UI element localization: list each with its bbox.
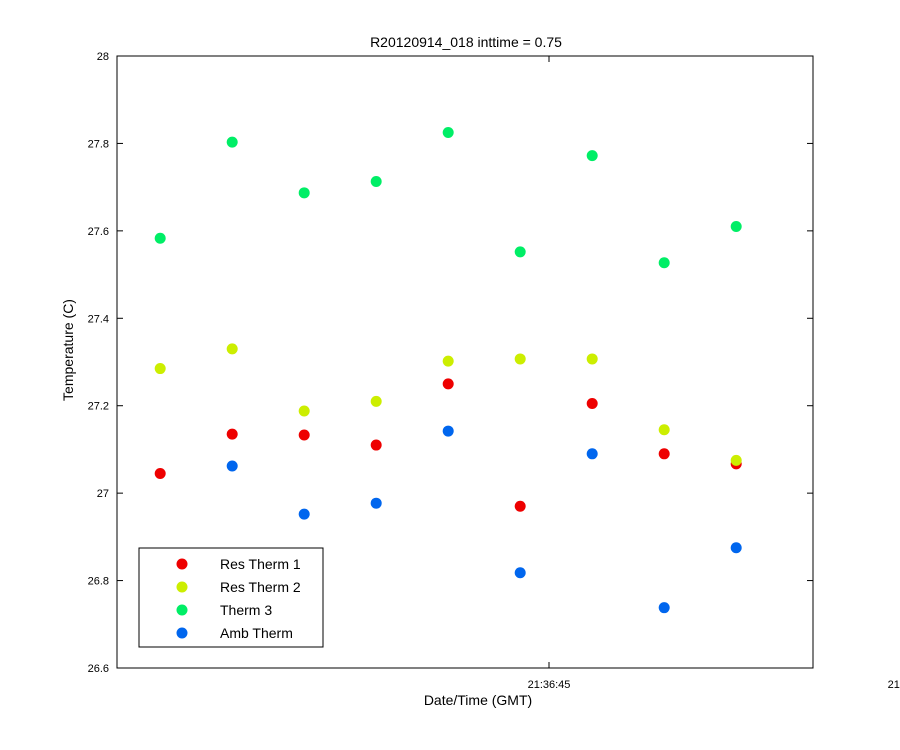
data-point-res-therm-1 (586, 398, 598, 410)
y-tick-label: 27 (97, 488, 109, 500)
y-tick-label: 26.6 (88, 663, 109, 675)
data-point-therm-3 (154, 232, 166, 244)
data-point-res-therm-1 (514, 500, 526, 512)
data-point-res-therm-2 (298, 405, 310, 417)
data-point-amb-therm (586, 448, 598, 460)
data-point-therm-3 (298, 187, 310, 199)
data-point-therm-3 (370, 175, 382, 187)
data-point-amb-therm (298, 508, 310, 520)
data-point-amb-therm (226, 460, 238, 472)
chart-title: R20120914_018 inttime = 0.75 (370, 34, 562, 50)
y-tick-label: 27.2 (88, 401, 109, 413)
y-axis-title: Temperature (C) (60, 299, 76, 401)
data-point-res-therm-2 (370, 395, 382, 407)
data-point-amb-therm (370, 497, 382, 509)
y-tick-label: 26.8 (88, 576, 109, 588)
data-point-res-therm-2 (514, 353, 526, 365)
y-axis: 26.6 26.8 27 27.2 27.4 27.6 27.8 28 (88, 51, 813, 675)
legend-label: Therm 3 (220, 602, 272, 618)
data-points (154, 127, 742, 614)
y-tick-label: 28 (97, 51, 109, 63)
data-point-amb-therm (730, 542, 742, 554)
data-point-res-therm-2 (730, 454, 742, 466)
data-point-res-therm-1 (370, 439, 382, 451)
data-point-therm-3 (658, 257, 670, 269)
legend-box (138, 547, 324, 648)
data-point-res-therm-1 (658, 448, 670, 460)
x-axis-title: Date/Time (GMT) (424, 692, 532, 708)
data-point-res-therm-1 (298, 429, 310, 441)
legend-marker (176, 558, 188, 570)
legend-marker (176, 581, 188, 593)
legend-marker (176, 604, 188, 616)
legend-label: Amb Therm (220, 625, 293, 641)
data-point-amb-therm (514, 567, 526, 579)
legend-label: Res Therm 1 (220, 556, 301, 572)
data-point-res-therm-2 (658, 424, 670, 436)
data-point-res-therm-2 (586, 353, 598, 365)
legend: Res Therm 1 Res Therm 2 Therm 3 Amb Therm (138, 547, 324, 648)
data-point-res-therm-2 (442, 355, 454, 367)
y-tick-label: 27.4 (88, 313, 109, 325)
y-tick-label: 27.8 (88, 138, 109, 150)
x-tick-label: 21:36:45 (528, 679, 571, 691)
legend-label: Res Therm 2 (220, 579, 301, 595)
data-point-res-therm-2 (154, 363, 166, 375)
data-point-amb-therm (442, 425, 454, 437)
data-point-res-therm-1 (442, 378, 454, 390)
y-tick-label: 27.6 (88, 226, 109, 238)
data-point-therm-3 (730, 220, 742, 232)
data-point-amb-therm (658, 602, 670, 614)
data-point-therm-3 (586, 150, 598, 162)
data-point-therm-3 (226, 136, 238, 148)
data-point-res-therm-1 (154, 467, 166, 479)
data-point-therm-3 (442, 127, 454, 138)
data-point-res-therm-2 (226, 343, 238, 355)
legend-marker (176, 627, 188, 639)
data-point-therm-3 (514, 246, 526, 258)
x-tick-label: 21:37:00 (888, 679, 900, 691)
data-point-res-therm-1 (226, 428, 238, 440)
